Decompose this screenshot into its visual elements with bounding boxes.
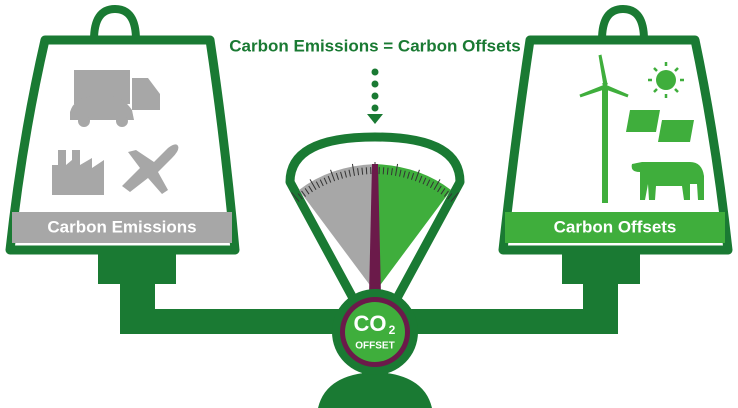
badge-subscript: 2 — [389, 323, 396, 337]
dot — [372, 93, 379, 100]
right-stem — [583, 284, 618, 334]
left-handle — [94, 9, 136, 40]
right-handle — [602, 9, 644, 40]
right-label: Carbon Offsets — [554, 217, 677, 236]
wheel — [116, 115, 128, 127]
title: Carbon Emissions = Carbon Offsets — [229, 36, 520, 55]
turbine-tower — [602, 88, 608, 203]
page: Carbon Emissions = Carbon Offsets Carbon… — [0, 0, 738, 408]
dot — [372, 81, 379, 88]
left-label: Carbon Emissions — [47, 217, 196, 236]
arrow-head — [367, 114, 383, 124]
dot — [372, 69, 379, 76]
badge-caption: OFFSET — [355, 341, 394, 352]
infographic: Carbon Emissions = Carbon Offsets Carbon… — [0, 0, 738, 408]
sun — [656, 70, 676, 90]
wheel — [78, 115, 90, 127]
arrow-dots — [367, 69, 383, 125]
base — [318, 372, 432, 408]
dot — [372, 105, 379, 112]
badge-text: CO — [354, 311, 387, 336]
